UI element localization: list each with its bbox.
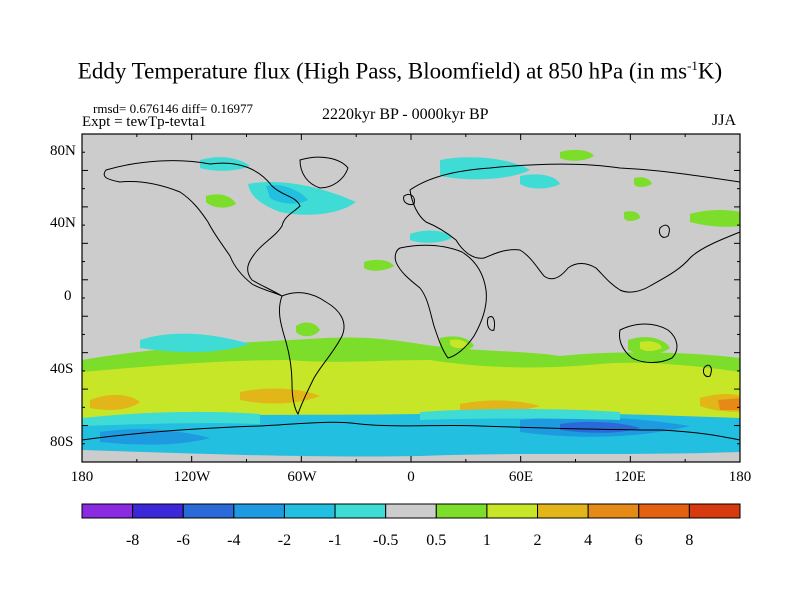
colorbar-label: -6 [176,532,190,549]
axis-ticks [81,133,741,463]
lat-label-40s: 40S [50,361,74,377]
colorbar-label: -0.5 [373,532,399,549]
orange-patch-4 [718,398,740,410]
africa-coast [394,244,487,359]
lat-label-equator: 0 [64,288,72,304]
madagascar-coast [487,316,495,331]
antarctica-coast [81,421,741,441]
colorbar-label: 2 [533,532,542,549]
canada-green [206,194,236,208]
lat-label-80s: 80S [50,434,74,450]
australia-yellow [640,341,662,351]
colorbar-swatch [537,503,589,519]
orange-patch-1 [90,394,140,410]
africa-green [364,259,394,271]
colorbar-label: -1 [328,532,342,549]
south-atlantic-green [296,322,320,337]
map-panel [81,133,741,463]
colorbar-swatch [182,503,235,519]
colorbar-swatch [435,503,488,519]
orange-patch-2 [240,388,320,404]
period-label: 2220kyr BP - 0000kyr BP [322,106,489,123]
central-asia-green [624,211,640,221]
east-asia-green [634,177,652,187]
stats-text: rmsd= 0.676146 diff= 0.16977 [93,101,253,116]
map-title: Eddy Temperature flux (High Pass, Bloomf… [77,58,723,84]
antarctic-light-blue-2 [420,409,620,420]
australia-coast [619,323,678,363]
colorbar-label: 0.5 [426,532,447,549]
colorbar-swatch [688,503,741,519]
colorbar-label: 1 [482,532,491,549]
colorbar [81,503,741,519]
southern-ocean-positive-band [82,354,740,418]
colorbar-swatch [638,503,690,519]
colorbar-swatch [233,503,285,519]
lon-label-60w: 60W [287,469,317,485]
colorbar-swatch [385,503,437,519]
asia-green [690,210,740,227]
uk-coast [403,193,415,205]
season-label: JJA [712,112,737,129]
japan-coast [659,224,670,238]
colorbar-swatch [587,503,640,519]
colorbar-swatch [132,503,184,519]
north-america-coast [103,160,301,297]
arctic-green [560,149,594,161]
lon-label-120e: 120E [614,469,646,485]
colorbar-swatch [283,503,336,519]
antarctic-light-blue-1 [82,411,260,426]
lon-label-180e: 180 [728,469,752,485]
colorbar-label: 4 [584,532,593,549]
antarctic-dark-blue-1 [100,429,210,445]
south-america-coast [279,292,345,416]
anomaly-fill [82,149,740,457]
colorbar-swatch [81,503,134,519]
colorbar-label: -8 [125,532,140,549]
south-africa-yellow [450,339,468,349]
experiment-label: Expt = tewTp-tevta1 [82,114,207,130]
lon-label-120w: 120W [173,469,211,485]
southern-ocean-green-edge [82,337,740,372]
lat-label-80n: 80N [50,143,76,159]
new-zealand-coast [703,364,712,377]
colorbar-label: 8 [685,532,694,549]
colorbar-swatch [486,503,539,519]
lat-label-40n: 40N [50,215,76,231]
siberia-negative [520,174,560,189]
colorbar-label: 6 [634,532,643,549]
greenland-coast [299,156,349,189]
colorbar-swatch [334,503,387,519]
eurasia-coast [409,163,741,293]
south-pacific-negative [140,333,250,353]
coastlines [81,156,741,441]
lon-label-0: 0 [407,469,415,485]
lon-label-60e: 60E [508,469,534,485]
colorbar-label: -2 [277,532,292,549]
colorbar-label: -4 [227,532,241,549]
lon-label-180w: 180 [70,469,94,485]
mediterranean-negative [410,230,452,243]
arctic-canada-negative [200,157,250,171]
